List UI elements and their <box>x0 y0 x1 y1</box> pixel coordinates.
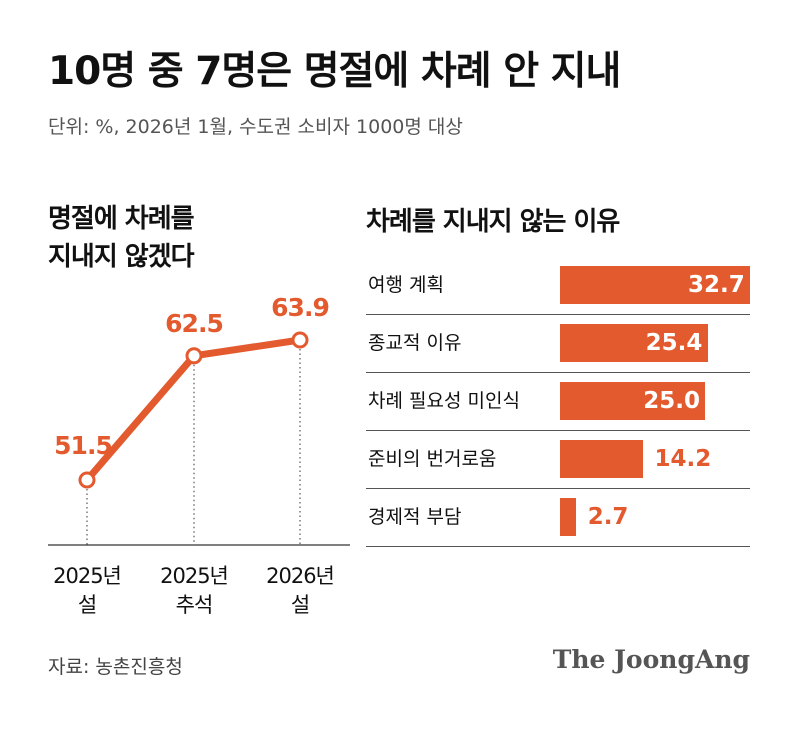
data-point-3 <box>291 331 309 349</box>
data-label-3: 63.9 <box>271 293 329 322</box>
line-chart-title-line-2: 지내지 않겠다 <box>48 242 195 272</box>
bar <box>560 440 643 478</box>
page-title: 10명 중 7명은 명절에 차례 안 지내 <box>48 49 621 94</box>
bar-row: 준비의 번거로움 14.2 <box>366 434 750 489</box>
page-subtitle: 단위: %, 2026년 1월, 수도권 소비자 1000명 대상 <box>48 116 463 138</box>
bar-row: 차례 필요성 미인식 25.0 <box>366 376 750 431</box>
x-tick-label-1-line-1: 2025년 <box>53 564 121 588</box>
bar-value-label: 25.0 <box>643 388 700 414</box>
bar-row: 여행 계획 32.7 <box>366 260 750 315</box>
bar <box>560 498 576 536</box>
brand-logo: The JoongAng <box>552 645 750 674</box>
line-chart-title: 명절에 차례를 지내지 않겠다 <box>48 200 195 276</box>
bar-category-label: 준비의 번거로움 <box>368 448 497 470</box>
bar-chart-title: 차례를 지내지 않는 이유 <box>366 207 620 237</box>
bar-category-label: 차례 필요성 미인식 <box>368 390 520 412</box>
data-label-1: 51.5 <box>54 431 112 460</box>
bar <box>560 324 708 362</box>
bar-category-label: 경제적 부담 <box>368 506 462 528</box>
line-chart-title-line-1: 명절에 차례를 <box>48 204 195 234</box>
x-tick-label-1-line-2: 설 <box>78 593 96 617</box>
bar <box>560 266 750 304</box>
bar-value-label: 14.2 <box>654 446 712 472</box>
bar-row: 경제적 부담 2.7 <box>366 492 750 547</box>
data-point-1 <box>78 471 96 489</box>
x-tick-label-3-line-2: 설 <box>291 593 309 617</box>
bar-value-label: 25.4 <box>645 330 703 356</box>
bar-category-label: 종교적 이유 <box>368 332 462 354</box>
data-label-2: 62.5 <box>165 309 223 338</box>
bar-value-label: 32.7 <box>688 272 745 298</box>
x-tick-label-2-line-2: 추석 <box>176 593 213 617</box>
bar-row: 종교적 이유 25.4 <box>366 318 750 373</box>
bar <box>560 382 706 420</box>
x-tick-label-3-line-1: 2026년 <box>266 564 334 588</box>
bar-value-label: 2.7 <box>587 504 629 530</box>
data-point-2 <box>185 347 203 365</box>
x-tick-label-2-line-1: 2025년 <box>160 564 228 588</box>
bar-category-label: 여행 계획 <box>368 274 444 296</box>
source-note: 자료: 농촌진흥청 <box>48 656 183 678</box>
